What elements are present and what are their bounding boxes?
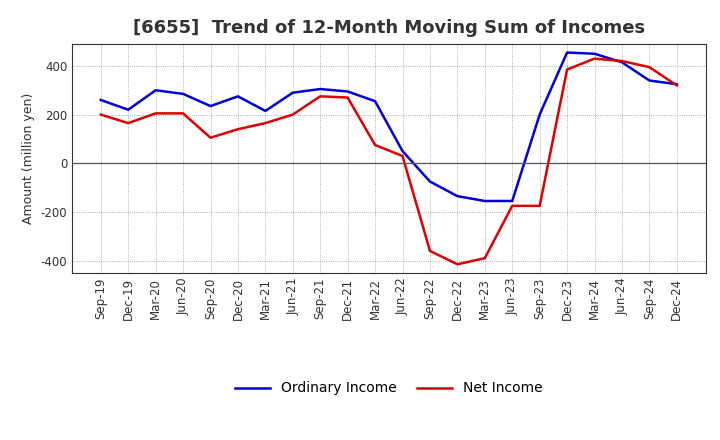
Ordinary Income bbox=[672, 81, 681, 87]
Ordinary Income bbox=[289, 90, 297, 95]
Net Income bbox=[508, 203, 516, 209]
Net Income bbox=[124, 121, 132, 126]
Ordinary Income bbox=[316, 86, 325, 92]
Net Income bbox=[151, 111, 160, 116]
Net Income bbox=[371, 143, 379, 148]
Net Income bbox=[398, 153, 407, 158]
Net Income bbox=[426, 248, 434, 253]
Ordinary Income bbox=[426, 179, 434, 184]
Net Income bbox=[645, 65, 654, 70]
Ordinary Income bbox=[645, 78, 654, 83]
Ordinary Income bbox=[371, 99, 379, 104]
Net Income bbox=[672, 83, 681, 88]
Ordinary Income bbox=[124, 107, 132, 112]
Net Income bbox=[618, 59, 626, 64]
Ordinary Income bbox=[453, 194, 462, 199]
Ordinary Income bbox=[179, 91, 187, 96]
Net Income bbox=[590, 56, 599, 61]
Y-axis label: Amount (million yen): Amount (million yen) bbox=[22, 93, 35, 224]
Net Income bbox=[453, 262, 462, 267]
Net Income bbox=[316, 94, 325, 99]
Net Income bbox=[179, 111, 187, 116]
Line: Net Income: Net Income bbox=[101, 59, 677, 264]
Net Income bbox=[536, 203, 544, 209]
Ordinary Income bbox=[206, 103, 215, 109]
Net Income bbox=[96, 112, 105, 117]
Ordinary Income bbox=[508, 198, 516, 204]
Ordinary Income bbox=[398, 148, 407, 154]
Net Income bbox=[233, 127, 242, 132]
Ordinary Income bbox=[233, 94, 242, 99]
Net Income bbox=[289, 112, 297, 117]
Title: [6655]  Trend of 12-Month Moving Sum of Incomes: [6655] Trend of 12-Month Moving Sum of I… bbox=[132, 19, 645, 37]
Net Income bbox=[206, 135, 215, 140]
Line: Ordinary Income: Ordinary Income bbox=[101, 52, 677, 201]
Net Income bbox=[343, 95, 352, 100]
Ordinary Income bbox=[480, 198, 489, 204]
Ordinary Income bbox=[536, 112, 544, 117]
Net Income bbox=[480, 256, 489, 261]
Ordinary Income bbox=[618, 59, 626, 65]
Ordinary Income bbox=[563, 50, 572, 55]
Legend: Ordinary Income, Net Income: Ordinary Income, Net Income bbox=[229, 376, 549, 401]
Ordinary Income bbox=[590, 51, 599, 56]
Ordinary Income bbox=[151, 88, 160, 93]
Ordinary Income bbox=[261, 108, 270, 114]
Ordinary Income bbox=[343, 89, 352, 94]
Ordinary Income bbox=[96, 97, 105, 103]
Net Income bbox=[563, 67, 572, 72]
Net Income bbox=[261, 121, 270, 126]
